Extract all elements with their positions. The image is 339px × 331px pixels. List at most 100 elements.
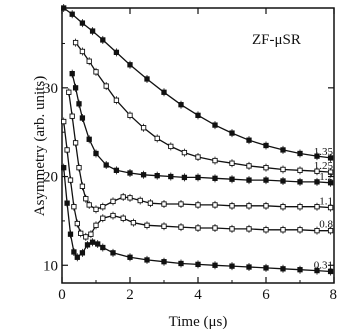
series-0.31: 0.31 — [61, 163, 334, 276]
data-point — [246, 163, 252, 169]
data-point — [246, 177, 252, 183]
y-tick-label: 30 — [43, 81, 58, 97]
data-point — [67, 177, 74, 183]
data-point — [83, 234, 89, 240]
data-point — [61, 5, 67, 11]
data-point — [314, 267, 320, 274]
data-point — [154, 135, 160, 142]
data-point — [327, 180, 334, 186]
data-point — [280, 204, 286, 210]
data-point — [168, 143, 174, 150]
data-point — [93, 206, 99, 213]
data-point — [113, 167, 120, 173]
x-tick-label: 8 — [330, 287, 338, 303]
data-point — [93, 222, 99, 228]
data-point — [246, 264, 252, 270]
data-point — [280, 178, 286, 184]
series-label: 1.25 — [314, 160, 334, 172]
data-point — [61, 118, 67, 125]
x-tick-label: 6 — [262, 287, 270, 303]
data-point — [212, 122, 218, 128]
data-point — [79, 48, 86, 55]
data-point — [74, 254, 80, 260]
data-point — [74, 220, 80, 227]
series-label: 1.1 — [319, 196, 333, 208]
series-label: 1.2 — [319, 171, 333, 183]
data-point — [130, 220, 137, 226]
data-point — [110, 250, 116, 256]
fit-curve — [71, 73, 331, 184]
data-point — [127, 195, 133, 201]
data-point — [161, 223, 167, 229]
data-point — [212, 202, 218, 208]
data-point — [72, 39, 79, 46]
series-label: 0.8 — [319, 219, 333, 231]
data-point — [93, 69, 99, 75]
data-point — [246, 137, 252, 143]
data-point — [212, 157, 218, 164]
data-point — [69, 113, 75, 119]
data-point — [327, 228, 334, 234]
data-point — [120, 215, 126, 221]
data-point — [93, 150, 99, 157]
data-point — [66, 89, 72, 95]
data-point — [86, 136, 92, 142]
series-label: 1.35 — [314, 146, 334, 158]
x-tick-label: 2 — [126, 287, 134, 303]
x-axis-title: Time (μs) — [169, 314, 228, 330]
data-point — [246, 226, 252, 232]
data-point — [100, 37, 106, 43]
data-point — [280, 166, 286, 173]
data-point — [127, 112, 133, 118]
series-layer: 1.35 1.251.2 1.1 0.8 0.31 — [61, 4, 334, 276]
data-point — [103, 162, 109, 168]
data-point — [229, 226, 235, 232]
data-point — [144, 257, 150, 263]
data-point — [314, 153, 320, 159]
data-point — [178, 102, 184, 108]
data-point — [263, 142, 269, 149]
data-point — [297, 227, 303, 233]
data-point — [140, 172, 147, 178]
data-point — [103, 83, 109, 89]
data-point — [83, 196, 89, 202]
data-point — [280, 266, 286, 272]
data-point — [120, 194, 126, 200]
data-point — [89, 239, 96, 245]
data-point — [263, 177, 269, 183]
data-point — [229, 176, 235, 182]
data-point — [72, 85, 79, 91]
data-point — [79, 115, 86, 121]
data-point — [110, 212, 116, 219]
data-point — [61, 165, 67, 171]
data-point — [229, 160, 235, 166]
series-1.25: 1.25 — [72, 38, 334, 177]
data-point — [100, 204, 106, 210]
axis-ticks: 0 2 4 6 8 10 20 30 — [43, 8, 337, 303]
data-point — [71, 249, 77, 255]
data-point — [113, 49, 120, 56]
data-point — [314, 228, 320, 234]
data-point — [314, 204, 320, 210]
data-point — [69, 70, 75, 77]
data-point — [89, 28, 96, 34]
data-point — [178, 224, 184, 230]
series-1.35: 1.35 — [61, 4, 334, 162]
data-point — [297, 267, 303, 273]
data-point — [71, 204, 77, 210]
data-point — [178, 201, 184, 207]
data-point — [67, 231, 74, 237]
plot-frame — [61, 7, 335, 284]
data-point — [263, 265, 269, 271]
y-tick-label: 10 — [43, 258, 58, 274]
data-point — [79, 250, 86, 256]
x-tick-label: 4 — [194, 287, 202, 303]
data-point — [195, 112, 201, 118]
data-point — [229, 130, 235, 136]
data-point — [314, 168, 320, 174]
data-point — [64, 147, 70, 153]
data-point — [297, 167, 303, 173]
data-point — [127, 62, 133, 68]
data-point — [100, 215, 106, 221]
data-point — [154, 173, 160, 179]
